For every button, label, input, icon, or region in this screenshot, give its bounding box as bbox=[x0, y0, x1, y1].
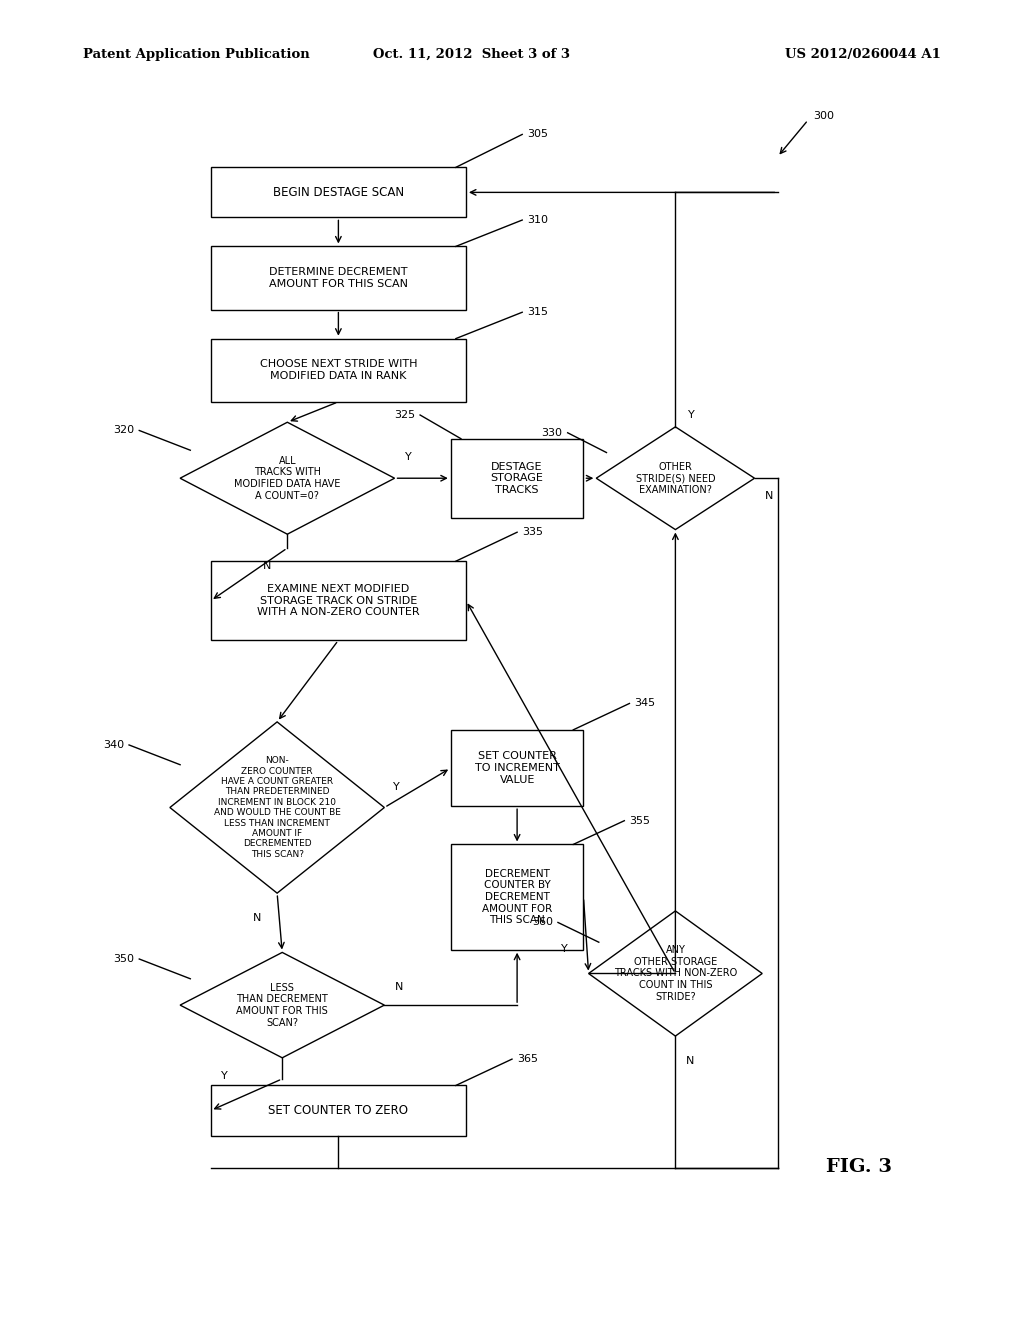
Text: N: N bbox=[765, 491, 773, 502]
Text: OTHER
STRIDE(S) NEED
EXAMINATION?: OTHER STRIDE(S) NEED EXAMINATION? bbox=[636, 462, 715, 495]
Text: EXAMINE NEXT MODIFIED
STORAGE TRACK ON STRIDE
WITH A NON-ZERO COUNTER: EXAMINE NEXT MODIFIED STORAGE TRACK ON S… bbox=[257, 585, 420, 618]
Text: 335: 335 bbox=[522, 527, 543, 537]
Text: US 2012/0260044 A1: US 2012/0260044 A1 bbox=[785, 48, 941, 61]
Text: N: N bbox=[263, 561, 271, 570]
Polygon shape bbox=[180, 953, 384, 1057]
Text: Y: Y bbox=[561, 944, 568, 954]
Bar bbox=[211, 1085, 466, 1135]
Text: 300: 300 bbox=[813, 111, 835, 121]
Text: Y: Y bbox=[221, 1071, 227, 1081]
Text: 350: 350 bbox=[113, 954, 134, 964]
Polygon shape bbox=[170, 722, 384, 894]
Text: DETERMINE DECREMENT
AMOUNT FOR THIS SCAN: DETERMINE DECREMENT AMOUNT FOR THIS SCAN bbox=[269, 267, 408, 289]
Text: Patent Application Publication: Patent Application Publication bbox=[83, 48, 310, 61]
Text: LESS
THAN DECREMENT
AMOUNT FOR THIS
SCAN?: LESS THAN DECREMENT AMOUNT FOR THIS SCAN… bbox=[237, 982, 328, 1027]
Polygon shape bbox=[589, 911, 762, 1036]
Bar bbox=[211, 168, 466, 218]
Text: ANY
OTHER STORAGE
TRACKS WITH NON-ZERO
COUNT IN THIS
STRIDE?: ANY OTHER STORAGE TRACKS WITH NON-ZERO C… bbox=[613, 945, 737, 1002]
Text: NON-
ZERO COUNTER
HAVE A COUNT GREATER
THAN PREDETERMINED
INCREMENT IN BLOCK 210: NON- ZERO COUNTER HAVE A COUNT GREATER T… bbox=[214, 756, 341, 859]
Text: Y: Y bbox=[392, 781, 399, 792]
Text: 315: 315 bbox=[527, 308, 548, 317]
Bar bbox=[451, 438, 584, 517]
Text: 325: 325 bbox=[394, 411, 415, 420]
Text: 355: 355 bbox=[630, 816, 650, 826]
Text: N: N bbox=[686, 1056, 694, 1065]
Text: N: N bbox=[253, 913, 261, 923]
Text: DESTAGE
STORAGE
TRACKS: DESTAGE STORAGE TRACKS bbox=[490, 462, 544, 495]
Bar bbox=[211, 339, 466, 401]
Text: CHOOSE NEXT STRIDE WITH
MODIFIED DATA IN RANK: CHOOSE NEXT STRIDE WITH MODIFIED DATA IN… bbox=[260, 359, 417, 381]
Text: 305: 305 bbox=[527, 129, 548, 140]
Text: 330: 330 bbox=[542, 428, 562, 438]
Bar bbox=[451, 730, 584, 807]
Text: SET COUNTER
TO INCREMENT
VALUE: SET COUNTER TO INCREMENT VALUE bbox=[475, 751, 559, 784]
Text: Oct. 11, 2012  Sheet 3 of 3: Oct. 11, 2012 Sheet 3 of 3 bbox=[373, 48, 569, 61]
Text: Y: Y bbox=[404, 453, 412, 462]
Polygon shape bbox=[180, 422, 394, 535]
Text: N: N bbox=[394, 982, 402, 991]
Text: ALL
TRACKS WITH
MODIFIED DATA HAVE
A COUNT=0?: ALL TRACKS WITH MODIFIED DATA HAVE A COU… bbox=[234, 455, 341, 500]
Bar bbox=[211, 247, 466, 310]
Text: Y: Y bbox=[688, 411, 694, 420]
Text: DECREMENT
COUNTER BY
DECREMENT
AMOUNT FOR
THIS SCAN: DECREMENT COUNTER BY DECREMENT AMOUNT FO… bbox=[482, 869, 552, 925]
Text: 365: 365 bbox=[517, 1055, 538, 1064]
Text: BEGIN DESTAGE SCAN: BEGIN DESTAGE SCAN bbox=[272, 186, 403, 199]
Bar bbox=[451, 845, 584, 950]
Text: 320: 320 bbox=[113, 425, 134, 436]
Text: SET COUNTER TO ZERO: SET COUNTER TO ZERO bbox=[268, 1104, 409, 1117]
Text: 360: 360 bbox=[531, 917, 553, 928]
Text: 345: 345 bbox=[635, 698, 655, 709]
Bar bbox=[211, 561, 466, 640]
Text: 340: 340 bbox=[102, 741, 124, 750]
Text: FIG. 3: FIG. 3 bbox=[826, 1158, 892, 1176]
Text: 310: 310 bbox=[527, 215, 548, 224]
Polygon shape bbox=[596, 426, 755, 529]
